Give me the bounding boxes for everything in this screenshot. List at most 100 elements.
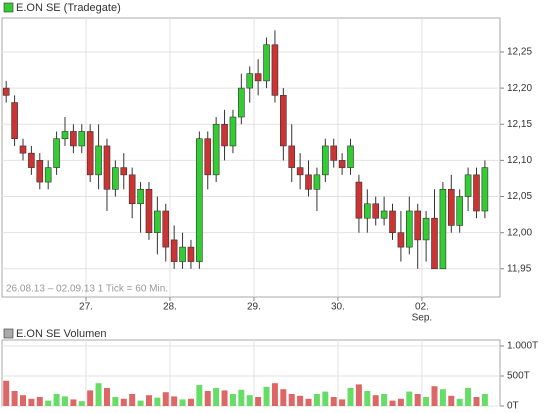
x-tick-label: 28. [163, 302, 177, 313]
volume-bar [145, 395, 152, 406]
volume-bar [414, 394, 421, 406]
volume-bar [187, 398, 194, 406]
volume-bar [19, 395, 26, 406]
candle-body [246, 73, 254, 89]
volume-bar [465, 388, 472, 406]
x-tick-label: 02. [415, 302, 429, 313]
volume-bar [61, 396, 68, 406]
candle-body [44, 167, 52, 183]
volume-bar [473, 397, 480, 406]
volume-bar [112, 397, 119, 406]
volume-bar [288, 394, 295, 406]
volume-bar [162, 392, 169, 406]
candle-body [347, 145, 354, 168]
candle-body [380, 210, 388, 219]
volume-bar [372, 395, 379, 406]
legend-label: E.ON SE (Tradegate) [16, 2, 121, 14]
candle-body [263, 44, 270, 82]
y-tick-label: 500T [507, 371, 530, 382]
volume-bar [95, 383, 102, 406]
candle-body [112, 167, 119, 190]
volume-bar [389, 400, 396, 406]
y-tick-label: 12,10 [507, 155, 532, 166]
volume-bar [70, 399, 77, 406]
candle-body [431, 217, 438, 270]
candle-body [372, 203, 380, 219]
candle-body [456, 196, 463, 226]
volume-bar [280, 389, 287, 406]
x-tick-label: 27. [79, 302, 93, 313]
candle-body [313, 174, 321, 190]
volume-bar [263, 386, 270, 406]
volume-bar [246, 395, 253, 406]
volume-bar [330, 397, 337, 406]
candle-body [120, 167, 128, 176]
candle-body [137, 189, 144, 205]
y-tick-label: 12,20 [507, 83, 532, 94]
volume-bar [448, 395, 455, 406]
volume-bar [238, 389, 245, 406]
candle-body [322, 145, 329, 176]
legend-swatch [3, 2, 14, 13]
candle-body [70, 131, 77, 147]
volume-bar [53, 394, 60, 406]
candle-body [61, 131, 69, 140]
candle-body [288, 145, 296, 168]
candle-body [338, 160, 346, 168]
candle-body [397, 232, 405, 248]
candle-body [28, 152, 35, 168]
volume-bar [305, 398, 312, 406]
volume-bar [221, 390, 228, 406]
candle-body [19, 145, 27, 154]
x-tick-label: 29. [247, 302, 261, 313]
candle-body [464, 174, 472, 197]
candle-body [221, 123, 228, 147]
candle-body [179, 246, 186, 262]
legend-swatch [3, 328, 14, 339]
volume-bar [103, 388, 110, 406]
candle-body [145, 189, 153, 233]
candle-body [389, 210, 396, 233]
candle-body [271, 44, 279, 96]
volume-bar [87, 390, 94, 406]
volume-bar [154, 397, 161, 406]
y-tick-label: 0T [507, 401, 519, 412]
volume-bar [120, 398, 127, 406]
volume-bar [322, 391, 329, 406]
candle-body [254, 73, 262, 82]
volume-bar [481, 394, 488, 406]
volume-bar [271, 383, 278, 406]
volume-bar [355, 384, 362, 406]
volume-bar [406, 391, 413, 406]
candle-body [355, 181, 363, 219]
candle-body [128, 174, 136, 205]
candle-body [11, 102, 18, 140]
volume-bar [229, 394, 236, 406]
volume-bar [196, 385, 203, 406]
y-tick-label: 12,25 [507, 47, 532, 58]
volume-bar [213, 388, 220, 406]
candle-body [364, 203, 371, 219]
candle-body [103, 145, 111, 190]
volume-bar [381, 394, 388, 406]
volume-bar [423, 397, 430, 406]
volume-bar [45, 400, 52, 406]
candle-body [212, 123, 220, 176]
volume-bar [179, 399, 186, 406]
candle-body [2, 87, 10, 96]
candle-body [229, 116, 237, 147]
volume-bar [397, 398, 404, 406]
volume-bar [171, 396, 178, 406]
y-tick-label: 12,05 [507, 191, 532, 202]
volume-bar [431, 386, 438, 406]
candle-body [280, 95, 287, 147]
candle-body [86, 131, 94, 176]
volume-bar [129, 394, 136, 406]
candle-body [162, 210, 170, 248]
candle-body [196, 138, 203, 262]
legend-label: E.ON SE Volumen [16, 328, 107, 340]
y-tick-label: 12,15 [507, 119, 532, 130]
volume-bar [439, 389, 446, 406]
